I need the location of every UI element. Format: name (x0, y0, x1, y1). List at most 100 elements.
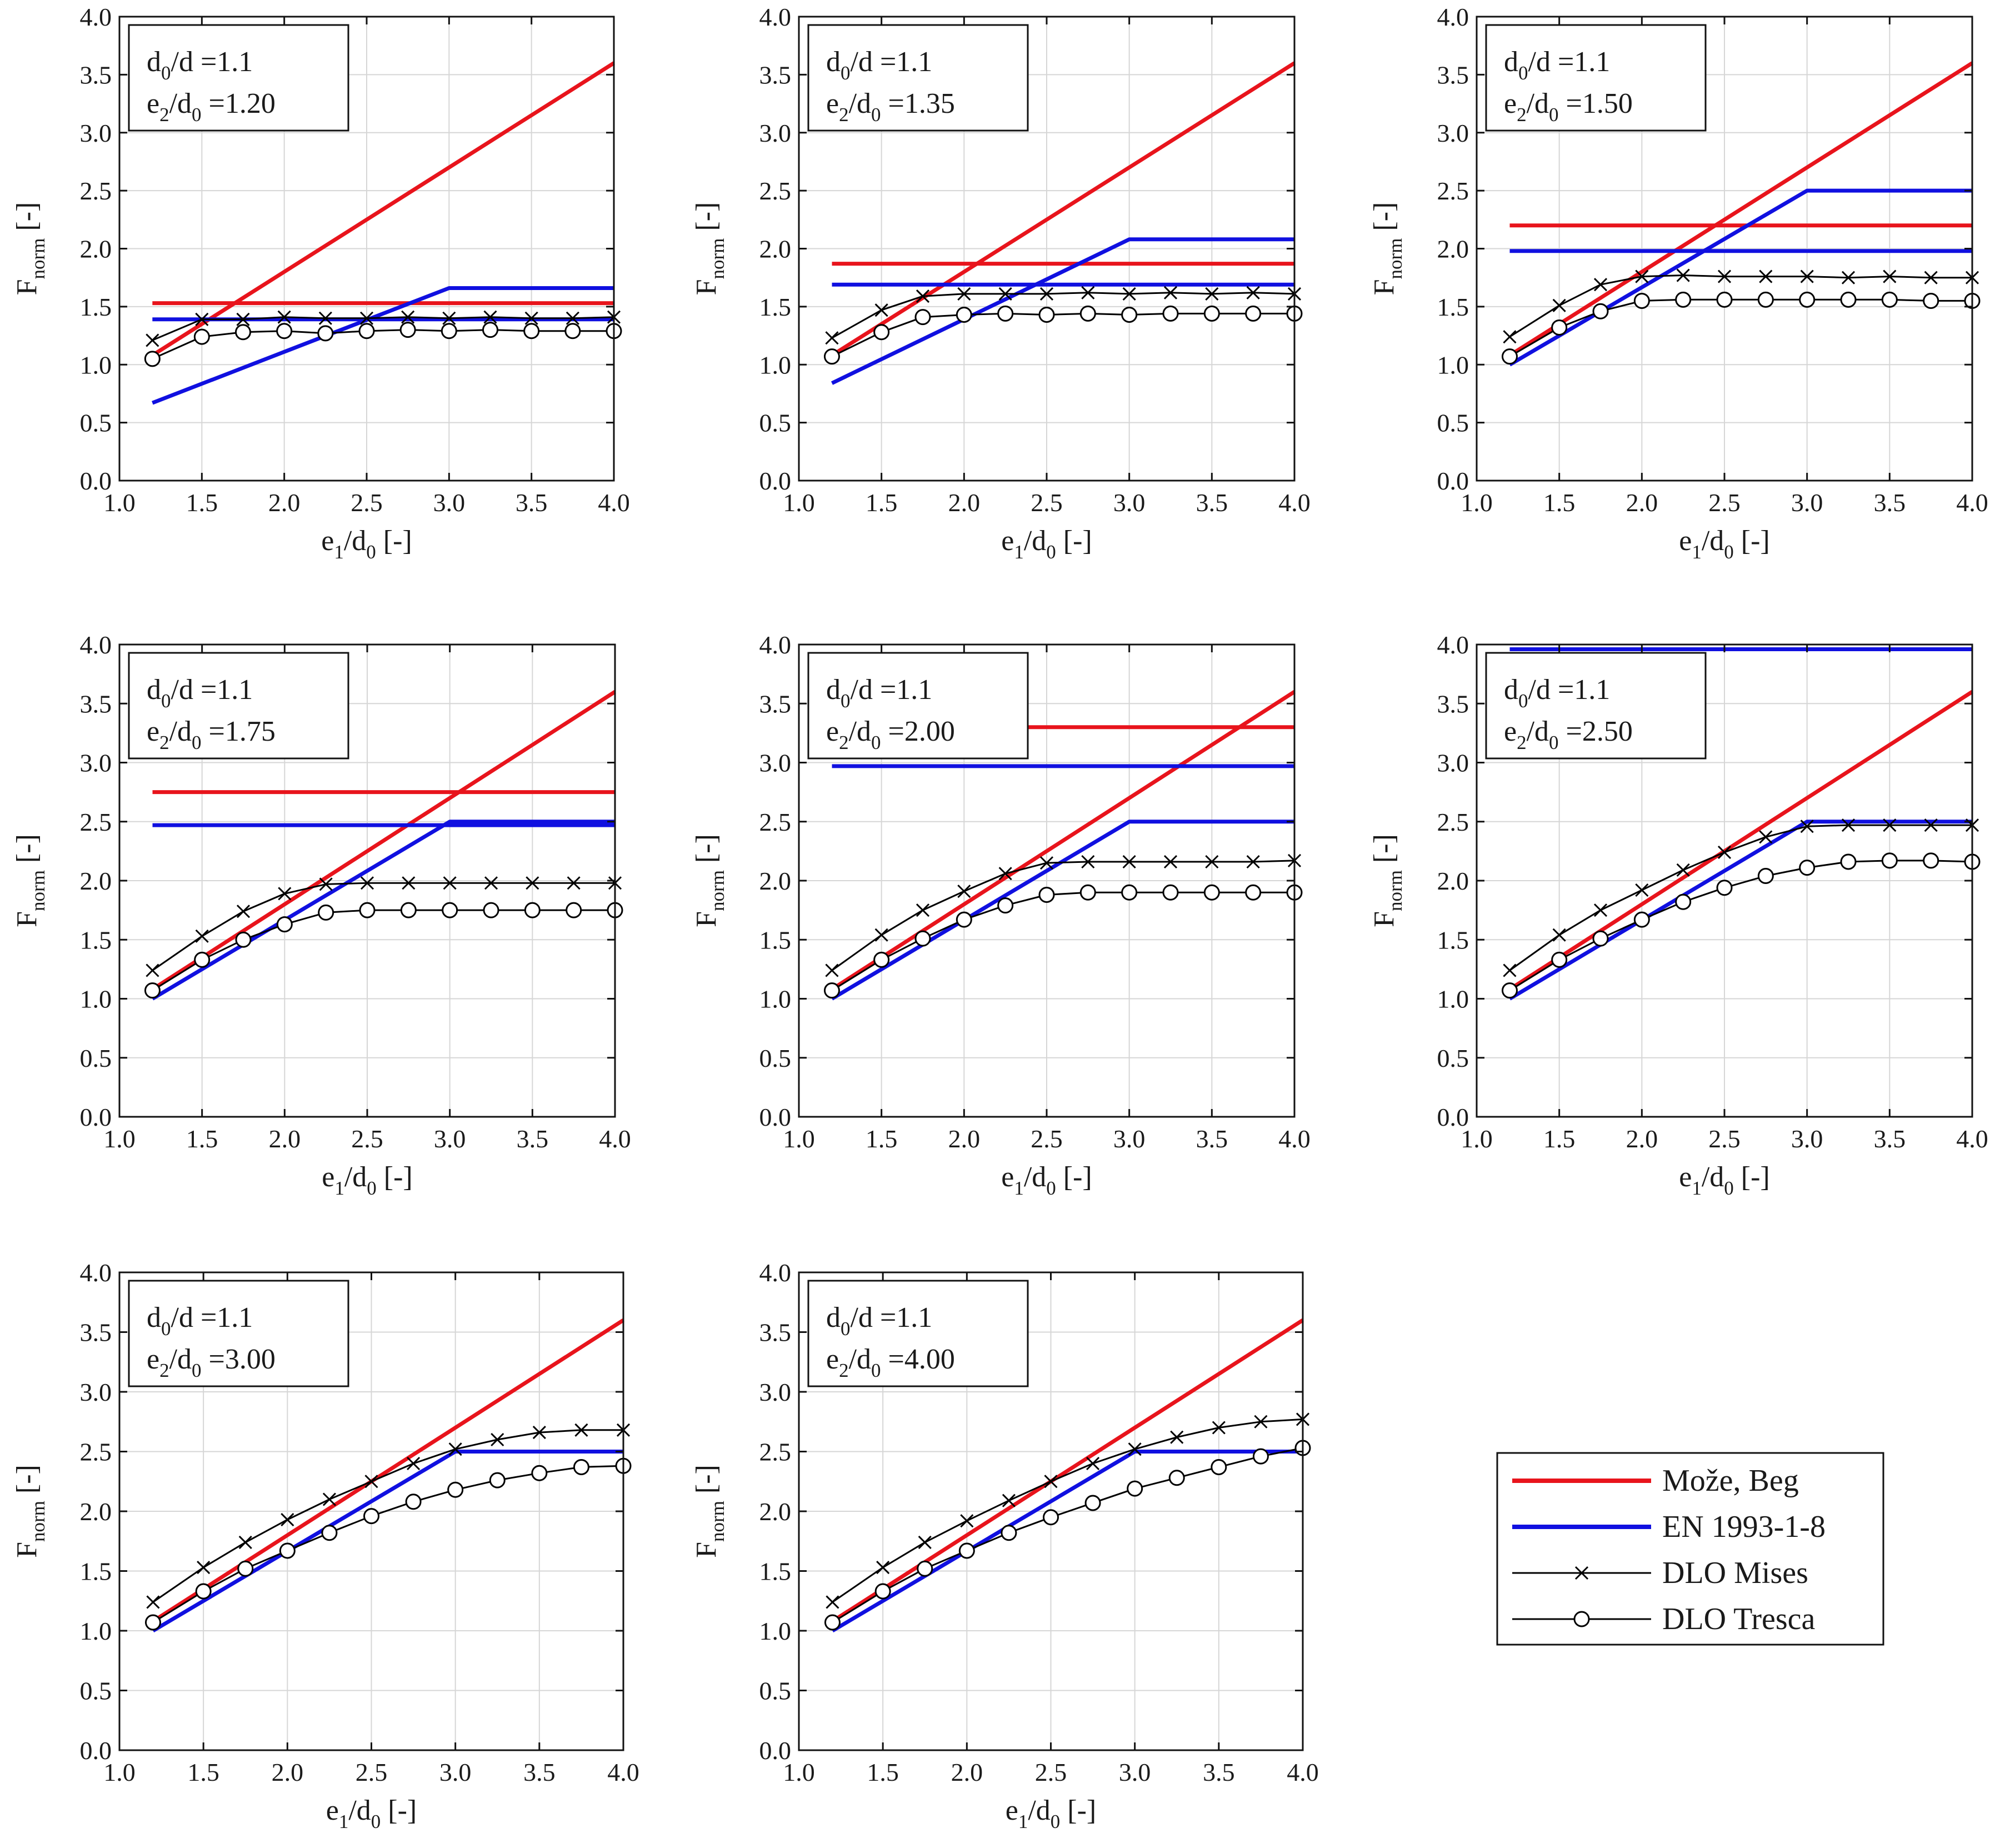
tresca-point (1079, 305, 1096, 322)
parameter-box (807, 24, 1029, 132)
mises-point (1759, 830, 1773, 844)
mises-point (1717, 269, 1732, 283)
x-tick-label: 2.5 (1708, 1125, 1741, 1153)
legend-marker-circle (1573, 1611, 1590, 1627)
y-tick-label: 1.5 (759, 926, 792, 954)
legend-label: DLO Tresca (1662, 1602, 1815, 1636)
y-tick-label: 1.0 (759, 985, 792, 1013)
tresca-point (917, 1560, 933, 1577)
tresca-point (1551, 319, 1568, 336)
y-tick-label: 3.5 (80, 61, 112, 89)
x-tick-label: 2.0 (269, 1125, 301, 1153)
y-tick-label: 1.5 (80, 293, 112, 321)
tresca-point (1881, 852, 1898, 869)
tresca-point (1203, 305, 1220, 322)
x-tick-label: 2.5 (1031, 488, 1063, 517)
mises-point (1800, 820, 1814, 833)
legend-marker-x (1574, 1566, 1589, 1580)
y-axis-label: Fnorm [-] (11, 1465, 49, 1558)
y-axis-label: Fnorm [-] (1368, 834, 1406, 927)
x-axis-label: e1/d0 [-] (321, 525, 412, 563)
tresca-point (1716, 880, 1733, 896)
x-tick-label: 3.0 (1113, 488, 1146, 517)
y-tick-label: 2.0 (80, 1497, 112, 1526)
x-tick-label: 3.0 (1113, 1125, 1146, 1153)
tresca-point (1633, 292, 1650, 309)
mises-point (876, 1560, 890, 1575)
x-tick-label: 3.0 (1791, 488, 1823, 517)
mises-point (402, 876, 416, 890)
tresca-point (359, 902, 376, 918)
x-tick-label: 2.0 (272, 1758, 304, 1786)
y-tick-label: 4.0 (80, 1258, 112, 1287)
series-line-mo-e-beg (831, 690, 1296, 991)
mises-point (1924, 271, 1938, 284)
mises-point (1246, 286, 1260, 299)
mises-point (1086, 1456, 1100, 1471)
x-tick-label: 1.0 (783, 1125, 815, 1153)
mises-point (146, 963, 159, 977)
x-tick-label: 3.0 (434, 1125, 466, 1153)
mises-point (1128, 1442, 1142, 1456)
y-tick-label: 1.5 (759, 293, 792, 321)
mises-point (1081, 855, 1095, 869)
mises-point (483, 310, 497, 324)
y-tick-label: 2.0 (759, 235, 792, 263)
panel-6: 1.0 1.5 2.0 2.5 3.0 3.5 4.0 0.0 0.5 1.0 1.5 2.0 2.5 3… (1368, 631, 1988, 1199)
panel-7: 1.0 1.5 2.0 2.5 3.0 3.5 4.0 0.0 0.5 1.0 1.5 2.0 2.5 3… (11, 1258, 639, 1832)
x-tick-label: 2.5 (356, 1758, 388, 1786)
tresca-point (1592, 303, 1609, 319)
tresca-point (1121, 884, 1138, 901)
tresca-point (823, 982, 840, 999)
tresca-point (1038, 887, 1055, 903)
x-axis-label: e1/d0 [-] (1679, 1161, 1770, 1199)
x-tick-label: 2.0 (268, 488, 301, 517)
tresca-point (1675, 893, 1692, 910)
y-tick-label: 2.0 (80, 235, 112, 263)
y-axis-label: Fnorm [-] (1368, 202, 1406, 296)
y-axis-label: Fnorm [-] (691, 1465, 728, 1558)
mises-point (146, 1595, 160, 1609)
mises-point (916, 903, 930, 917)
mises-point (401, 310, 415, 324)
y-tick-label: 3.5 (759, 1318, 792, 1347)
mises-point (359, 311, 374, 325)
legend-box (1496, 1452, 1884, 1646)
x-tick-label: 3.0 (1119, 1758, 1151, 1786)
tresca-point (874, 1583, 891, 1600)
y-tick-label: 2.5 (1437, 177, 1469, 205)
y-tick-label: 4.0 (759, 3, 792, 31)
series-line-mo-e-beg (152, 1318, 624, 1623)
tresca-point (276, 916, 293, 933)
y-tick-label: 2.5 (759, 808, 792, 836)
y-tick-label: 1.5 (1437, 293, 1469, 321)
x-tick-label: 2.5 (351, 1125, 383, 1153)
x-tick-label: 1.0 (103, 488, 136, 517)
y-tick-label: 0.5 (80, 1044, 112, 1072)
x-tick-label: 3.5 (1196, 488, 1228, 517)
x-tick-label: 4.0 (1956, 1125, 1988, 1153)
y-tick-label: 3.0 (759, 1378, 792, 1406)
y-tick-label: 0.5 (759, 1677, 792, 1705)
parameter-d0-d: d0/d =1.1 (147, 674, 253, 712)
series-line-en-1993-1-8 (152, 1450, 623, 1633)
y-tick-label: 3.0 (759, 749, 792, 777)
x-tick-label: 1.5 (186, 1125, 218, 1153)
mises-point (236, 312, 250, 326)
tresca-point (400, 902, 417, 918)
y-tick-label: 2.0 (80, 867, 112, 895)
series-line-dlo-mises (832, 1418, 1303, 1603)
parameter-d0-d: d0/d =1.1 (826, 1302, 932, 1340)
series-line-dlo-mises (152, 1429, 623, 1603)
mises-point (281, 1512, 294, 1527)
mises-point (1924, 818, 1938, 832)
mises-point (1759, 269, 1773, 283)
mises-point (874, 928, 888, 942)
tresca-point (441, 323, 457, 339)
tresca-point (914, 930, 931, 947)
y-tick-label: 1.5 (80, 926, 112, 954)
mises-point (1717, 845, 1732, 860)
series-line-en-1993-1-8 (151, 820, 615, 1001)
x-tick-label: 3.5 (523, 1758, 556, 1786)
panel-5: 1.0 1.5 2.0 2.5 3.0 3.5 4.0 0.0 0.5 1.0 1.5 2.0 2.5 3… (691, 631, 1311, 1199)
